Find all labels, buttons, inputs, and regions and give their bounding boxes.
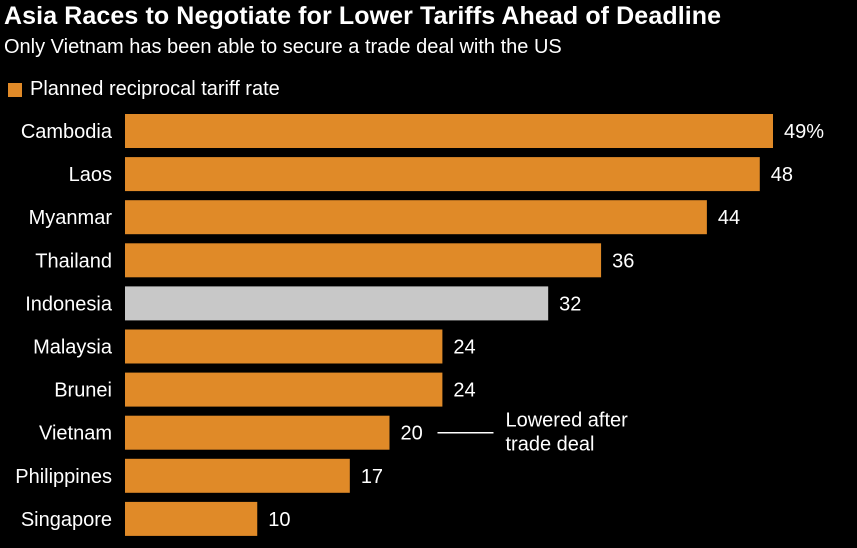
legend-label: Planned reciprocal tariff rate [30, 78, 280, 100]
category-label-vietnam: Vietnam [39, 423, 112, 445]
value-label-cambodia: 49% [784, 121, 824, 143]
legend-swatch [8, 82, 22, 97]
bar-laos [125, 157, 760, 192]
category-label-cambodia: Cambodia [21, 121, 113, 143]
category-label-brunei: Brunei [54, 380, 112, 402]
chart-title: Asia Races to Negotiate for Lower Tariff… [4, 2, 722, 30]
chart-subtitle: Only Vietnam has been able to secure a t… [4, 36, 562, 58]
value-label-myanmar: 44 [718, 207, 740, 229]
bar-cambodia [125, 114, 773, 148]
category-label-thailand: Thailand [35, 250, 112, 272]
bar-myanmar [125, 200, 707, 235]
legend: Planned reciprocal tariff rate [8, 78, 280, 101]
annotation-text: Lowered after trade deal [505, 410, 628, 456]
value-label-indonesia: 32 [559, 293, 581, 315]
bar-indonesia [125, 286, 549, 321]
value-label-laos: 48 [771, 164, 793, 186]
annotation-line: trade deal [505, 434, 594, 456]
category-label-myanmar: Myanmar [29, 207, 113, 229]
value-label-singapore: 10 [268, 509, 290, 531]
category-label-philippines: Philippines [15, 466, 112, 488]
value-label-brunei: 24 [453, 380, 475, 402]
bar-malaysia [125, 329, 443, 364]
annotation-line: Lowered after [505, 410, 628, 432]
value-label-thailand: 36 [612, 250, 634, 272]
category-label-laos: Laos [69, 164, 112, 186]
category-label-indonesia: Indonesia [25, 293, 113, 315]
bar-philippines [125, 458, 350, 493]
bar-singapore [125, 501, 258, 536]
category-label-malaysia: Malaysia [33, 337, 113, 359]
bar-brunei [125, 372, 443, 407]
value-label-vietnam: 20 [400, 423, 422, 445]
category-label-singapore: Singapore [21, 509, 112, 531]
value-label-malaysia: 24 [453, 337, 475, 359]
value-label-philippines: 17 [361, 466, 383, 488]
bar-thailand [125, 243, 602, 278]
bar-vietnam [125, 415, 390, 450]
